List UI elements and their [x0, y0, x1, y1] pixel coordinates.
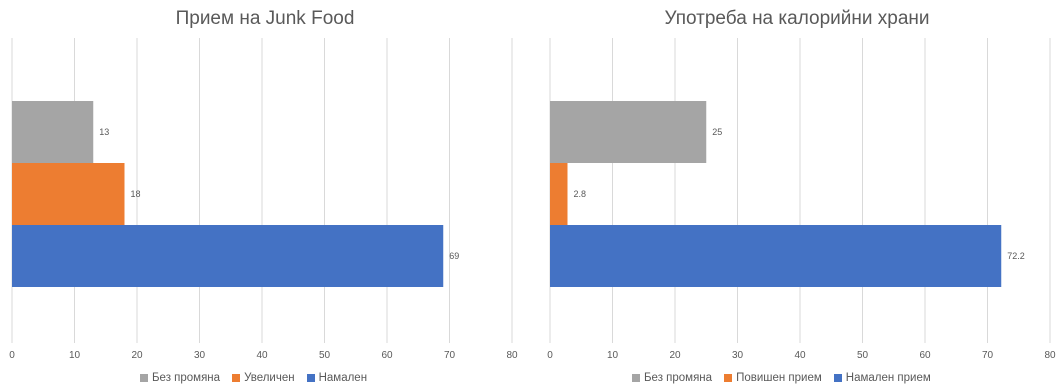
- bar: [12, 163, 125, 225]
- x-tick-label: 20: [131, 350, 143, 361]
- legend-swatch: [232, 374, 241, 382]
- x-tick-label: 80: [1044, 350, 1056, 361]
- chart-calorie-foods: Употреба на калорийни храни 0 10 20 30 40 50 6…: [537, 0, 1057, 388]
- chart-plot: 0 10 20 30 40 50 60 70 80 25 2.8 72.2: [547, 38, 1056, 361]
- x-tick-label: 80: [506, 350, 518, 361]
- x-tick-label: 70: [444, 350, 456, 361]
- legend-item: Намален: [306, 372, 368, 384]
- chart-legend: Без промяна Увеличен Намален: [140, 372, 367, 384]
- data-label: 25: [712, 127, 722, 137]
- x-tick-label: 60: [919, 350, 931, 361]
- legend-label: Увеличен: [244, 372, 295, 384]
- legend-item: Увеличен: [232, 372, 295, 384]
- legend-swatch: [724, 374, 733, 382]
- legend-label: Намален прием: [845, 372, 931, 384]
- legend-item: Повишен прием: [724, 372, 822, 384]
- bar: [550, 163, 568, 225]
- bar: [550, 225, 1002, 287]
- chart-junk-food: Прием на Junk Food 0 10 20 30 40 50 60 70 80 13 18…: [9, 8, 518, 384]
- legend-label: Без промяна: [644, 372, 713, 384]
- data-label: 13: [99, 127, 109, 137]
- data-label: 69: [449, 251, 459, 261]
- data-label: 18: [131, 189, 141, 199]
- legend-item: Без промяна: [632, 372, 712, 384]
- bar: [550, 101, 707, 163]
- chart-legend: Без промяна Повишен прием Намален прием: [632, 372, 931, 384]
- legend-label: Повишен прием: [736, 372, 822, 384]
- x-tick-label: 0: [9, 350, 15, 361]
- data-label: 72.2: [1007, 251, 1025, 261]
- x-tick-label: 40: [256, 350, 268, 361]
- x-tick-label: 30: [732, 350, 744, 361]
- legend-swatch: [833, 374, 842, 382]
- x-tick-label: 0: [547, 350, 553, 361]
- legend-item: Намален прием: [833, 372, 931, 384]
- chart-title: Прием на Junk Food: [175, 8, 355, 29]
- legend-label: Без промяна: [152, 372, 221, 384]
- bar: [12, 101, 94, 163]
- legend-label: Намален: [318, 372, 368, 384]
- chart-plot: 0 10 20 30 40 50 60 70 80 13 18 69: [9, 38, 518, 361]
- legend-swatch: [140, 374, 148, 382]
- x-tick-label: 20: [669, 350, 681, 361]
- x-tick-label: 50: [857, 350, 869, 361]
- legend-swatch: [306, 374, 315, 382]
- x-tick-label: 60: [381, 350, 393, 361]
- x-tick-label: 10: [69, 350, 81, 361]
- data-label: 2.8: [574, 189, 587, 199]
- x-tick-label: 10: [607, 350, 619, 361]
- legend-item: Без промяна: [140, 372, 220, 384]
- x-tick-label: 30: [194, 350, 206, 361]
- chart-title: Употреба на калорийни храни: [664, 8, 930, 29]
- x-tick-label: 40: [794, 350, 806, 361]
- legend-swatch: [632, 374, 640, 382]
- x-tick-label: 50: [319, 350, 331, 361]
- bar: [12, 225, 444, 287]
- x-tick-label: 70: [982, 350, 994, 361]
